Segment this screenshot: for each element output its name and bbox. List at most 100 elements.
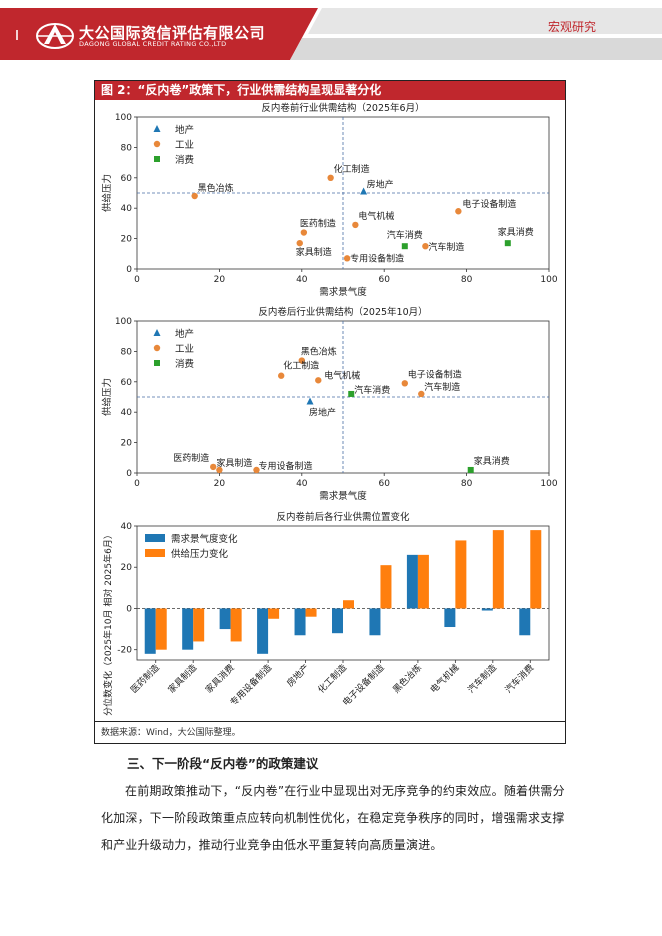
chart2-point bbox=[216, 466, 223, 474]
chart2-legend-marker bbox=[153, 329, 161, 336]
chart2-point bbox=[253, 466, 260, 474]
chart3-xtick-label: 汽车制造 bbox=[465, 662, 499, 696]
header-red-band bbox=[0, 8, 318, 60]
chart3-bar-demand bbox=[369, 608, 381, 636]
chart1-point bbox=[352, 221, 359, 229]
chart1-xtick-label: 20 bbox=[214, 275, 226, 285]
chart2-ytick-label: 100 bbox=[115, 317, 132, 327]
chart1-legend-label: 工业 bbox=[175, 140, 194, 151]
chart2-ytick-label: 60 bbox=[121, 378, 133, 388]
chart1-point-label: 电气机械 bbox=[358, 210, 394, 222]
chart1-xtick-label: 40 bbox=[296, 275, 308, 285]
chart3-bar-supply bbox=[230, 608, 242, 642]
chart2-point-label: 电子设备制造 bbox=[408, 368, 462, 380]
chart1-point bbox=[504, 240, 511, 247]
chart3-bar-supply bbox=[155, 608, 167, 650]
chart3-legend-label: 供给压力变化 bbox=[171, 548, 229, 560]
chart3-bar-supply bbox=[455, 540, 467, 609]
chart3-ytick-label: 20 bbox=[121, 563, 133, 573]
chart2-ytick-label: 40 bbox=[121, 408, 133, 418]
chart2-xtick-label: 80 bbox=[461, 479, 473, 489]
chart1-point-label: 电子设备制造 bbox=[462, 198, 516, 210]
chart1-xtick-label: 100 bbox=[540, 275, 557, 285]
figure-divider bbox=[95, 721, 565, 722]
chart2-point-label: 电气机械 bbox=[324, 369, 360, 381]
chart1-point bbox=[300, 229, 308, 236]
chart3-bar-supply bbox=[268, 608, 280, 619]
chart1-xtick-label: 80 bbox=[461, 275, 473, 285]
figure-box: 图 2：“反内卷”政策下，行业供需结构呈现显著分化 反内卷前行业供需结构（202… bbox=[94, 80, 566, 744]
chart3-bar-demand bbox=[481, 608, 493, 611]
chart2-point-label: 汽车制造 bbox=[424, 381, 460, 393]
chart1-point bbox=[401, 243, 408, 250]
chart2-point-label: 黑色冶炼 bbox=[301, 346, 337, 358]
chart1-ytick-label: 80 bbox=[121, 143, 133, 153]
chart1-point bbox=[343, 255, 351, 262]
chart1-legend-label: 消费 bbox=[175, 154, 194, 166]
chart3-xtick-label: 房地产 bbox=[284, 662, 312, 690]
chart2-point-label: 家具制造 bbox=[216, 457, 252, 469]
chart3-legend-swatch bbox=[145, 549, 165, 557]
chart2-point-label: 专用设备制造 bbox=[258, 460, 312, 472]
chart1-legend-marker bbox=[154, 156, 160, 162]
chart3-legend-swatch bbox=[145, 534, 165, 542]
chart2-point bbox=[418, 390, 425, 398]
chart1-xtick-label: 0 bbox=[134, 275, 140, 285]
chart2-point-label: 家具消费 bbox=[474, 455, 510, 467]
chart1-ylabel: 供给压力 bbox=[101, 174, 113, 212]
chart1-title: 反内卷前行业供需结构（2025年6月） bbox=[261, 102, 424, 114]
chart3-bar-supply bbox=[343, 600, 354, 609]
chart3-bar-demand bbox=[144, 608, 156, 654]
chart1-ytick-label: 100 bbox=[115, 113, 132, 123]
chart3-bar-demand bbox=[519, 608, 531, 636]
chart3-xtick-label: 电气机械 bbox=[428, 662, 462, 696]
chart1-point-label: 医药制造 bbox=[300, 218, 336, 230]
section-paragraph: 在前期政策推动下，“反内卷”在行业中显现出对无序竞争的约束效应。随着供需分化加深… bbox=[101, 784, 565, 852]
chart3-bar-demand bbox=[182, 608, 194, 650]
chart3-xtick-label: 黑色冶炼 bbox=[390, 662, 424, 696]
dagong-logo-icon bbox=[36, 23, 74, 49]
chart1-point bbox=[327, 174, 334, 181]
chart1-point-label: 房地产 bbox=[367, 178, 394, 190]
chart2-legend-marker bbox=[154, 360, 160, 366]
chart3-bar-supply bbox=[492, 530, 504, 609]
chart3-ylabel: 分位数变化（2025年10月 相对 2025年6月） bbox=[102, 530, 114, 716]
chart2-point bbox=[306, 397, 314, 405]
chart2-ytick-label: 20 bbox=[121, 439, 133, 449]
chart2-xtick-label: 0 bbox=[134, 479, 140, 489]
chart1-xlabel: 需求景气度 bbox=[319, 286, 367, 298]
header-gray-band bbox=[308, 8, 662, 34]
chart1-xtick-label: 60 bbox=[378, 275, 390, 285]
chart3-bar-supply bbox=[530, 530, 542, 609]
chart2-point-label: 医药制造 bbox=[173, 452, 209, 464]
chart2-xtick-label: 100 bbox=[540, 479, 557, 489]
chart2-legend-label: 地产 bbox=[175, 328, 194, 340]
chart2-ylabel: 供给压力 bbox=[101, 378, 113, 416]
chart1-point-label: 化工制造 bbox=[334, 163, 370, 175]
chart3-ytick-label: 40 bbox=[121, 522, 133, 532]
chart1-legend-marker bbox=[153, 140, 161, 148]
section-heading: 三、下一阶段“反内卷”的政策建议 bbox=[127, 756, 319, 771]
chart2-xtick-label: 20 bbox=[214, 479, 226, 489]
figure-source: 数据来源：Wind，大公国际整理。 bbox=[101, 728, 241, 738]
chart3-xtick-label: 医药制造 bbox=[128, 662, 162, 696]
chart2-point-label: 汽车消费 bbox=[354, 384, 390, 396]
chart3-bar-demand bbox=[406, 554, 418, 609]
chart1-ytick-label: 40 bbox=[121, 204, 133, 214]
chart1-point bbox=[455, 208, 462, 215]
chart2-legend-label: 消费 bbox=[175, 358, 194, 370]
figure-title: 图 2：“反内卷”政策下，行业供需结构呈现显著分化 bbox=[95, 81, 565, 100]
chart2-point bbox=[401, 380, 408, 387]
chart3-bar-demand bbox=[257, 608, 269, 654]
chart2-point bbox=[278, 372, 285, 379]
chart3-ytick-label: 0 bbox=[126, 604, 132, 614]
chart3-bar-supply bbox=[305, 608, 317, 617]
chart1-point bbox=[191, 192, 198, 200]
chart3-xtick-label: 汽车消费 bbox=[502, 662, 536, 696]
chart3-bar-demand bbox=[444, 608, 456, 628]
chart2-xtick-label: 40 bbox=[296, 479, 308, 489]
chart1-point-label: 汽车制造 bbox=[428, 241, 464, 253]
chart3-ytick-label: -20 bbox=[117, 646, 132, 656]
chart2-ytick-label: 80 bbox=[121, 347, 133, 357]
chart3-bar-demand bbox=[219, 608, 231, 630]
